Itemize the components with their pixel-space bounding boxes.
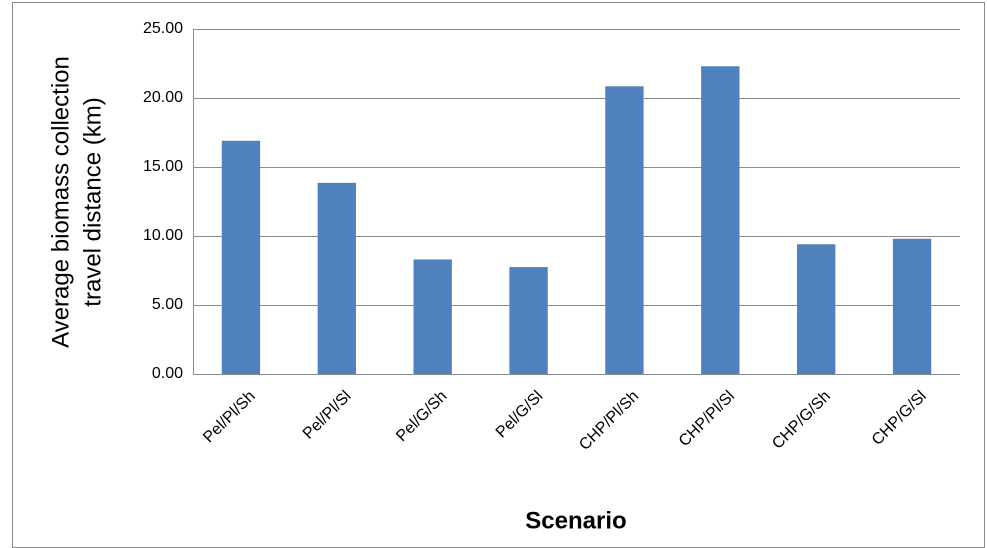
y-tick-label: 15.00 — [143, 158, 183, 175]
bar — [509, 267, 548, 374]
chart-frame — [12, 2, 985, 548]
y-axis-title-line: Average biomass collection — [47, 56, 74, 348]
y-tick-label: 25.00 — [143, 20, 183, 37]
bar — [892, 238, 932, 374]
bar — [605, 86, 644, 375]
bar — [797, 244, 836, 374]
bar — [221, 140, 261, 374]
y-tick-label: 5.00 — [152, 296, 183, 313]
bar — [701, 66, 740, 374]
y-tick-label: 10.00 — [143, 227, 183, 244]
y-axis-title: Average biomass collection travel distan… — [47, 56, 106, 348]
bar — [413, 259, 452, 374]
x-axis-title: Scenario — [525, 507, 626, 534]
y-axis-title-line: travel distance (km) — [79, 97, 106, 306]
y-tick-label: 20.00 — [143, 89, 183, 106]
bar — [317, 182, 356, 374]
y-tick-label: 0.00 — [152, 365, 183, 382]
